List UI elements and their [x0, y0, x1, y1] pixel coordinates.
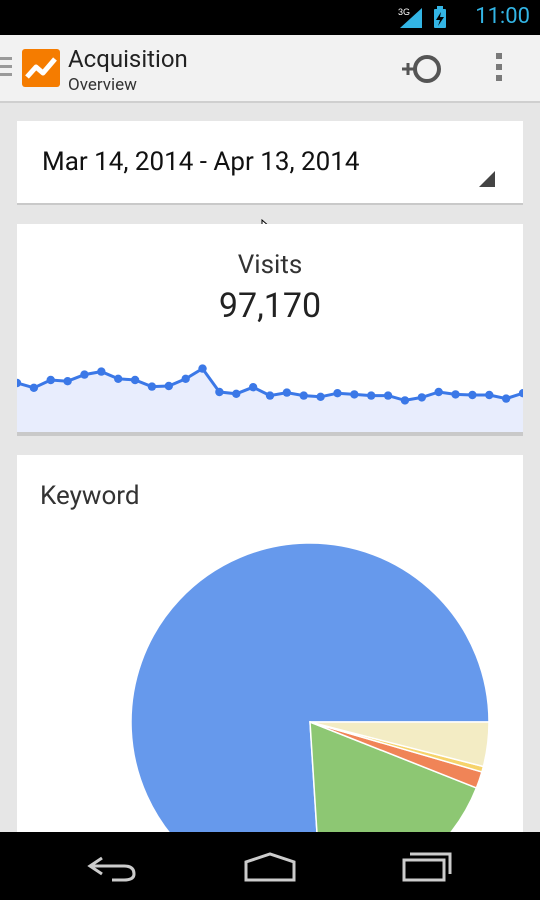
keyword-card[interactable]: Keyword: [17, 455, 523, 835]
sparkline-point-2: [46, 375, 55, 385]
sparkline-point-7: [130, 375, 140, 385]
pie-slice-0[interactable]: [130, 542, 490, 835]
sparkline-point-17: [299, 391, 308, 400]
overflow-menu-icon[interactable]: [492, 53, 506, 87]
sparkline-point-19: [333, 389, 342, 398]
analytics-logo-icon[interactable]: [22, 49, 60, 87]
clock: 11:00: [475, 4, 530, 29]
sparkline-point-9: [164, 381, 173, 391]
sparkline-point-12: [215, 387, 224, 397]
network-type: 3G: [398, 7, 410, 17]
sparkline-point-14: [248, 383, 258, 392]
sparkline-point-15: [265, 391, 275, 400]
sparkline-point-4: [80, 370, 89, 379]
sparkline-point-8: [147, 382, 157, 391]
page-title: Acquisition: [68, 45, 188, 73]
visits-card[interactable]: Visits 97,170: [17, 224, 523, 434]
sparkline-point-0: [17, 378, 22, 388]
visits-label: Visits: [237, 250, 303, 280]
sparkline-point-23: [400, 396, 410, 405]
segment-icon[interactable]: [400, 52, 444, 86]
keyword-title: Keyword: [40, 481, 140, 511]
back-icon[interactable]: [82, 848, 142, 884]
sparkline-point-30: [518, 389, 523, 398]
navigation-drawer-icon[interactable]: [0, 57, 14, 79]
visits-sparkline: [17, 364, 523, 434]
action-bar: Acquisition Overview: [0, 35, 540, 103]
sparkline-point-22: [383, 391, 393, 400]
sparkline-point-1: [29, 383, 39, 392]
sparkline-point-25: [434, 387, 443, 397]
pie-slice-4[interactable]: [309, 721, 490, 768]
sparkline-point-29: [501, 394, 511, 403]
pie-slice-1[interactable]: [309, 720, 478, 835]
sparkline-point-27: [468, 390, 477, 400]
sparkline-point-28: [485, 390, 494, 400]
status-bar: 3G 11:00: [0, 0, 540, 35]
date-range-selector[interactable]: Mar 14, 2014 - Apr 13, 2014: [17, 121, 523, 203]
sparkline-point-11: [198, 364, 207, 373]
sparkline-points: [17, 364, 523, 405]
system-navigation-bar: [0, 832, 540, 900]
network-signal-icon: 3G: [398, 6, 446, 28]
sparkline-point-10: [181, 374, 190, 383]
date-range-label: Mar 14, 2014 - Apr 13, 2014: [42, 147, 360, 177]
sparkline-point-18: [316, 392, 325, 401]
home-icon[interactable]: [240, 848, 300, 884]
sparkline-point-16: [282, 388, 292, 397]
keyword-pie-chart[interactable]: [17, 455, 523, 835]
sparkline-point-26: [451, 390, 460, 399]
sparkline-point-5: [97, 367, 106, 376]
sparkline-point-6: [114, 374, 123, 383]
page-subtitle: Overview: [68, 75, 137, 95]
sparkline-point-20: [350, 390, 359, 399]
sparkline-area: [17, 368, 523, 434]
recent-apps-icon[interactable]: [398, 848, 458, 884]
sparkline-point-24: [417, 393, 426, 402]
visits-value: 97,170: [218, 286, 322, 326]
sparkline-point-3: [63, 377, 72, 386]
dropdown-triangle-icon: [479, 171, 495, 187]
sparkline-point-13: [232, 389, 241, 398]
sparkline-point-21: [367, 391, 376, 400]
